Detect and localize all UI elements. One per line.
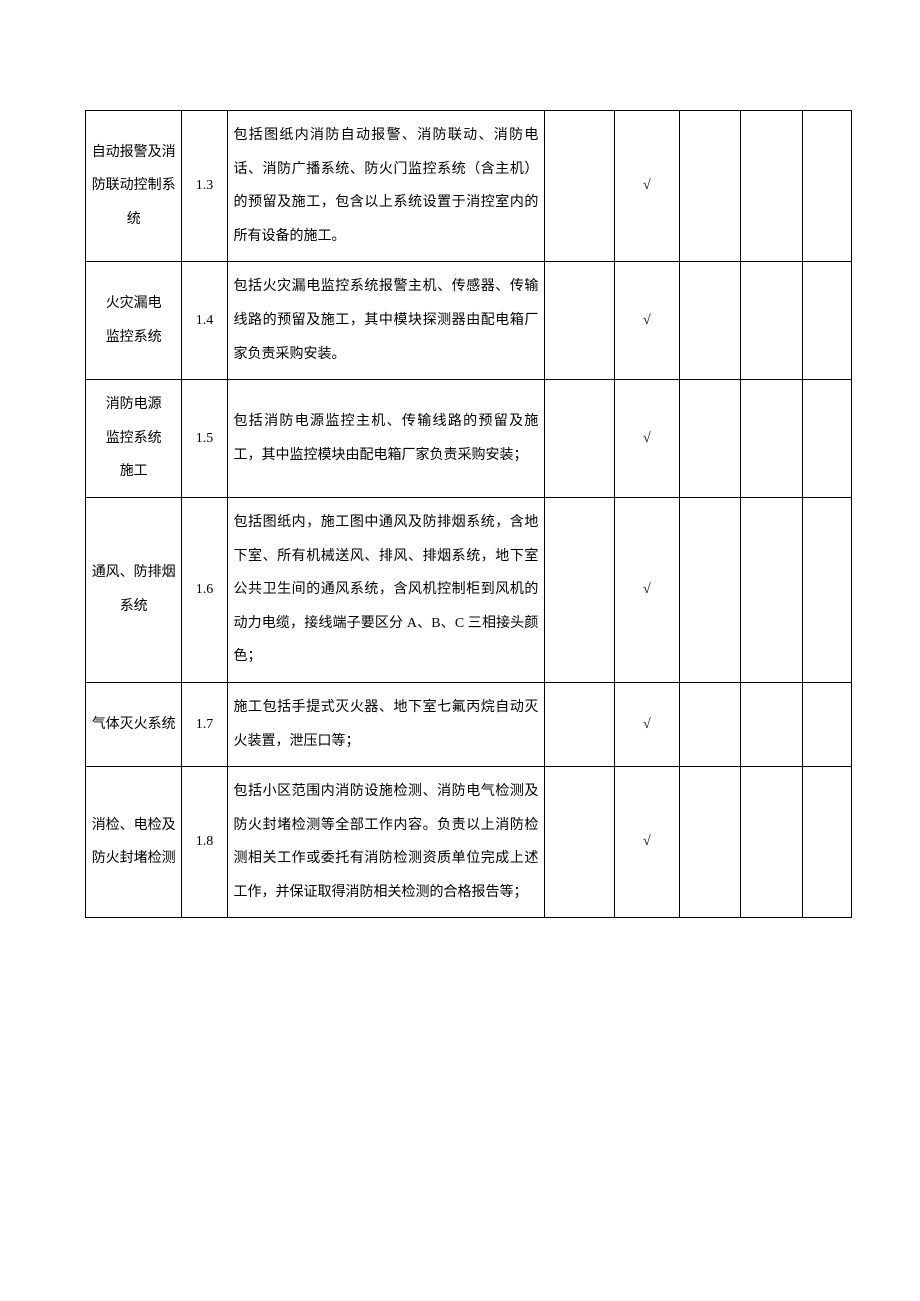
cell-desc: 包括消防电源监控主机、传输线路的预留及施工，其中监控模块由配电箱厂家负责采购安装…	[227, 380, 545, 498]
cell-c4	[545, 497, 615, 682]
table-body: 自动报警及消 防联动控制系 统 1.3 包括图纸内消防自动报警、消防联动、消防电…	[86, 111, 852, 918]
cell-c7	[741, 497, 803, 682]
cell-c6	[679, 767, 741, 918]
cell-c4	[545, 380, 615, 498]
cell-check: √	[615, 767, 680, 918]
table-row: 自动报警及消 防联动控制系 统 1.3 包括图纸内消防自动报警、消防联动、消防电…	[86, 111, 852, 262]
cell-c7	[741, 111, 803, 262]
table-row: 火灾漏电 监控系统 1.4 包括火灾漏电监控系统报警主机、传感器、传输线路的预留…	[86, 262, 852, 380]
table-row: 气体灭火系统 1.7 施工包括手提式灭火器、地下室七氟丙烷自动灭火装置，泄压口等…	[86, 682, 852, 766]
cell-check: √	[615, 111, 680, 262]
cell-name: 消检、电检及 防火封堵检测	[86, 767, 182, 918]
cell-c6	[679, 380, 741, 498]
cell-c7	[741, 262, 803, 380]
cell-name: 消防电源 监控系统 施工	[86, 380, 182, 498]
cell-code: 1.3	[182, 111, 227, 262]
cell-c6	[679, 111, 741, 262]
cell-c6	[679, 682, 741, 766]
cell-check: √	[615, 497, 680, 682]
cell-c4	[545, 111, 615, 262]
cell-code: 1.6	[182, 497, 227, 682]
cell-desc: 包括火灾漏电监控系统报警主机、传感器、传输线路的预留及施工，其中模块探测器由配电…	[227, 262, 545, 380]
cell-desc: 包括图纸内消防自动报警、消防联动、消防电话、消防广播系统、防火门监控系统（含主机…	[227, 111, 545, 262]
cell-c4	[545, 767, 615, 918]
table-row: 通风、防排烟 系统 1.6 包括图纸内，施工图中通风及防排烟系统，含地下室、所有…	[86, 497, 852, 682]
cell-desc: 包括图纸内，施工图中通风及防排烟系统，含地下室、所有机械送风、排风、排烟系统，地…	[227, 497, 545, 682]
cell-c4	[545, 262, 615, 380]
cell-name: 气体灭火系统	[86, 682, 182, 766]
cell-c8	[802, 767, 851, 918]
cell-c6	[679, 497, 741, 682]
cell-name: 通风、防排烟 系统	[86, 497, 182, 682]
table-row: 消防电源 监控系统 施工 1.5 包括消防电源监控主机、传输线路的预留及施工，其…	[86, 380, 852, 498]
cell-c7	[741, 767, 803, 918]
cell-c6	[679, 262, 741, 380]
cell-c7	[741, 380, 803, 498]
cell-c8	[802, 111, 851, 262]
cell-desc: 施工包括手提式灭火器、地下室七氟丙烷自动灭火装置，泄压口等；	[227, 682, 545, 766]
cell-c8	[802, 497, 851, 682]
cell-c8	[802, 262, 851, 380]
cell-name: 自动报警及消 防联动控制系 统	[86, 111, 182, 262]
cell-code: 1.5	[182, 380, 227, 498]
cell-c7	[741, 682, 803, 766]
cell-code: 1.4	[182, 262, 227, 380]
cell-check: √	[615, 682, 680, 766]
table-row: 消检、电检及 防火封堵检测 1.8 包括小区范围内消防设施检测、消防电气检测及防…	[86, 767, 852, 918]
cell-check: √	[615, 262, 680, 380]
cell-desc: 包括小区范围内消防设施检测、消防电气检测及防火封堵检测等全部工作内容。负责以上消…	[227, 767, 545, 918]
cell-c8	[802, 682, 851, 766]
cell-name: 火灾漏电 监控系统	[86, 262, 182, 380]
cell-check: √	[615, 380, 680, 498]
cell-c4	[545, 682, 615, 766]
cell-code: 1.7	[182, 682, 227, 766]
spec-table: 自动报警及消 防联动控制系 统 1.3 包括图纸内消防自动报警、消防联动、消防电…	[85, 110, 852, 918]
cell-code: 1.8	[182, 767, 227, 918]
cell-c8	[802, 380, 851, 498]
